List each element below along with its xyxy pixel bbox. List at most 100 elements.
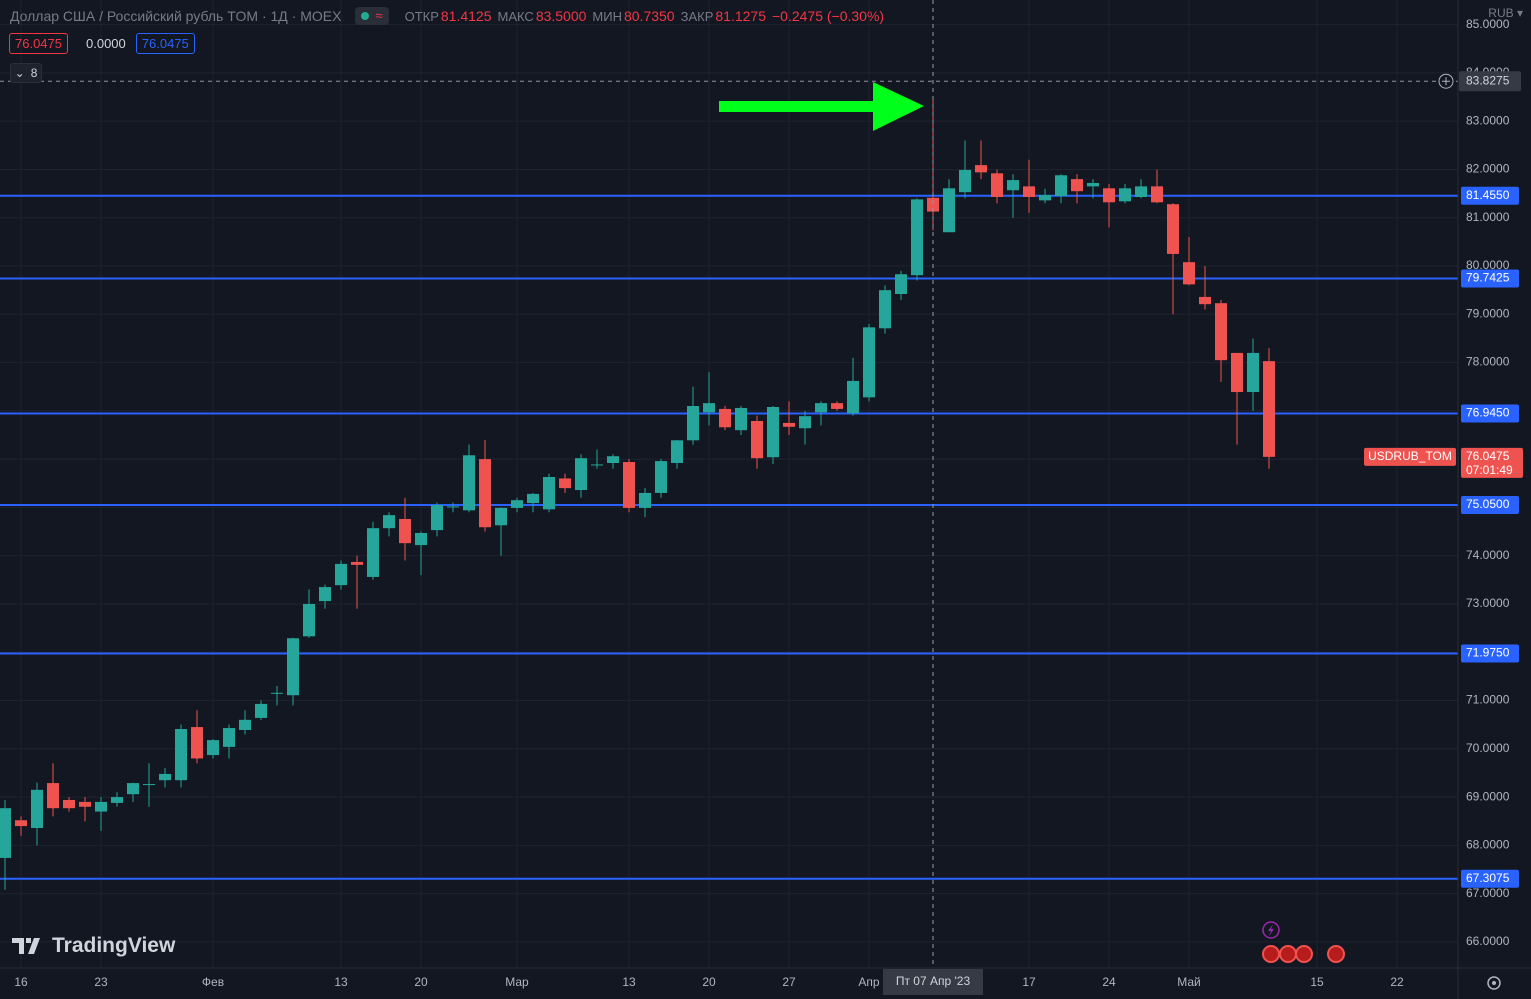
candles-layer [0, 97, 1275, 890]
candle-body [31, 789, 43, 828]
event-icon[interactable] [1279, 945, 1297, 963]
open-value: 81.4125 [440, 8, 492, 24]
chevron: ⌄ [14, 66, 25, 80]
y-tick-label: 83.0000 [1466, 113, 1510, 127]
y-tick-label: 74.0000 [1466, 548, 1510, 562]
candle-body [399, 519, 411, 544]
y-tick-label: 73.0000 [1466, 596, 1510, 610]
high-value: 83.5000 [535, 8, 587, 24]
candle-body [351, 561, 363, 565]
candle-body [431, 505, 443, 531]
candle-body [287, 638, 299, 696]
input-box[interactable]: 76.0475 [135, 33, 195, 54]
candle-body [527, 493, 539, 504]
price-label: 79.7425 [1466, 271, 1510, 285]
candle-body [239, 719, 251, 730]
gear-ring [1487, 976, 1501, 990]
x-tick-label: 27 [782, 975, 796, 989]
event-icon[interactable] [1295, 945, 1313, 963]
candle-body [1071, 179, 1083, 192]
candle-body [959, 169, 971, 193]
brand-logo[interactable]: TradingView [12, 934, 175, 958]
currency: RUB [1488, 6, 1514, 20]
event-icons [1262, 921, 1345, 963]
time-axis-panel [0, 968, 1458, 999]
close-value: 81.1275 [715, 8, 766, 24]
price-label: 71.9750 [1466, 646, 1510, 660]
crosshair-y-label: 83.8275 [1466, 73, 1510, 87]
candle-body [975, 165, 987, 173]
settings-icon[interactable] [1487, 976, 1501, 990]
price-labels-layer: 81.4550 79.7425 76.9450 75.0500 71.9750 67.30… [883, 71, 1523, 995]
candle-body [1055, 175, 1067, 197]
candle-body [1087, 182, 1099, 187]
candle-body [879, 290, 891, 329]
status-line: Доллар США / Российский рубль TOM · 1Д ·… [10, 7, 884, 25]
change-value: −0.2475 (−0.30%) [771, 8, 885, 24]
price-label: 81.4550 [1466, 188, 1510, 202]
candle-body [191, 727, 203, 759]
symbol-label: USDRUB_TOM [1368, 449, 1452, 463]
candle-body [735, 407, 747, 431]
y-tick-label: 79.0000 [1466, 306, 1510, 320]
crosshair-layer [0, 0, 1458, 968]
x-tick-label: 22 [1390, 975, 1404, 989]
y-tick-label: 78.0000 [1466, 355, 1510, 369]
candle-body [63, 799, 75, 809]
candle-body [319, 587, 331, 602]
candle-body [1103, 188, 1115, 203]
candle-body [463, 455, 475, 511]
candle-body [847, 380, 859, 414]
candle-body [559, 478, 571, 489]
candle-body [0, 808, 11, 858]
candle-body [447, 506, 459, 508]
x-tick-label: Фев [202, 975, 224, 989]
candle-body [415, 533, 427, 546]
market-status[interactable]: ≈ [355, 7, 389, 25]
indicators-toggle[interactable]: ⌄ 8 [10, 63, 42, 83]
crosshair-y-box [1459, 71, 1521, 92]
low-label: МИН [592, 8, 622, 24]
candle-body [751, 420, 763, 459]
high-label: МАКС [497, 8, 534, 24]
event-icon-glyph [1268, 924, 1274, 936]
input-box[interactable]: 76.0475 [9, 33, 68, 54]
candle-body [895, 274, 907, 295]
candle-body [47, 783, 59, 809]
y-tick-label: 85.0000 [1466, 17, 1510, 31]
price-label-box [1461, 269, 1519, 288]
event-icon[interactable] [1327, 945, 1345, 963]
candle-body [575, 458, 587, 491]
arrow-shaft [719, 101, 879, 112]
currency-selector[interactable]: RUB ▾ [1488, 6, 1523, 20]
candle-body [607, 456, 619, 463]
candle-body [303, 603, 315, 637]
candle-body [335, 563, 347, 586]
candle-body [175, 729, 187, 781]
add-alert-plus [1442, 77, 1450, 86]
event-icon[interactable] [1262, 945, 1280, 963]
candle-body [383, 515, 395, 529]
y-tick-label: 69.0000 [1466, 789, 1510, 803]
candle-body [1215, 303, 1227, 361]
symbol-title: Доллар США / Российский рубль TOM · 1Д ·… [10, 8, 342, 24]
candle-body [1167, 204, 1179, 254]
candle-body [991, 173, 1003, 197]
candle-body [703, 403, 715, 413]
brand-mark-shape [12, 938, 40, 954]
price-label: 67.3075 [1466, 871, 1510, 885]
crosshair-x-label: Пт 07 Апр '23 [896, 974, 971, 988]
x-tick-label: Апр [858, 975, 880, 989]
indicator-inputs: 76.0475 0.0000 76.0475 [9, 33, 195, 54]
candle-body [1199, 296, 1211, 305]
candle-body [639, 492, 651, 508]
candle-body [511, 500, 523, 508]
candle-body [655, 461, 667, 493]
candle-body [623, 462, 635, 508]
last-price-box [1461, 447, 1523, 478]
indicator-count: 8 [30, 66, 38, 80]
candle-body [1135, 186, 1147, 197]
